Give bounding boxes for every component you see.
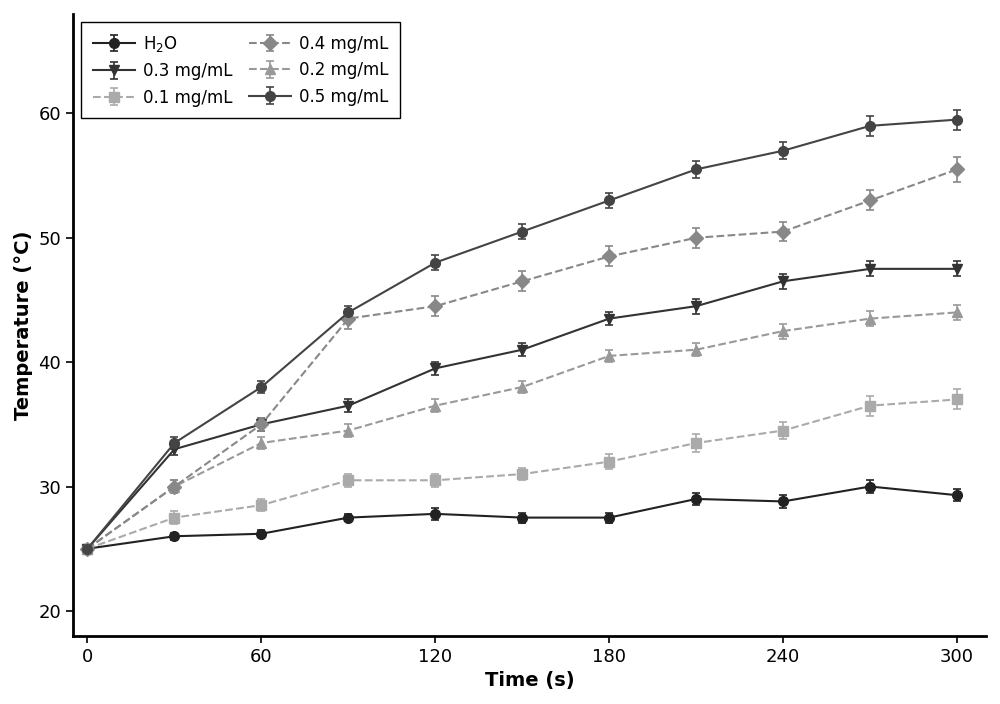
X-axis label: Time (s): Time (s) [485, 671, 574, 690]
Y-axis label: Temperature (°C): Temperature (°C) [14, 230, 33, 420]
Legend: H$_2$O, 0.3 mg/mL, 0.1 mg/mL, 0.4 mg/mL, 0.2 mg/mL, 0.5 mg/mL: H$_2$O, 0.3 mg/mL, 0.1 mg/mL, 0.4 mg/mL,… [81, 23, 400, 118]
